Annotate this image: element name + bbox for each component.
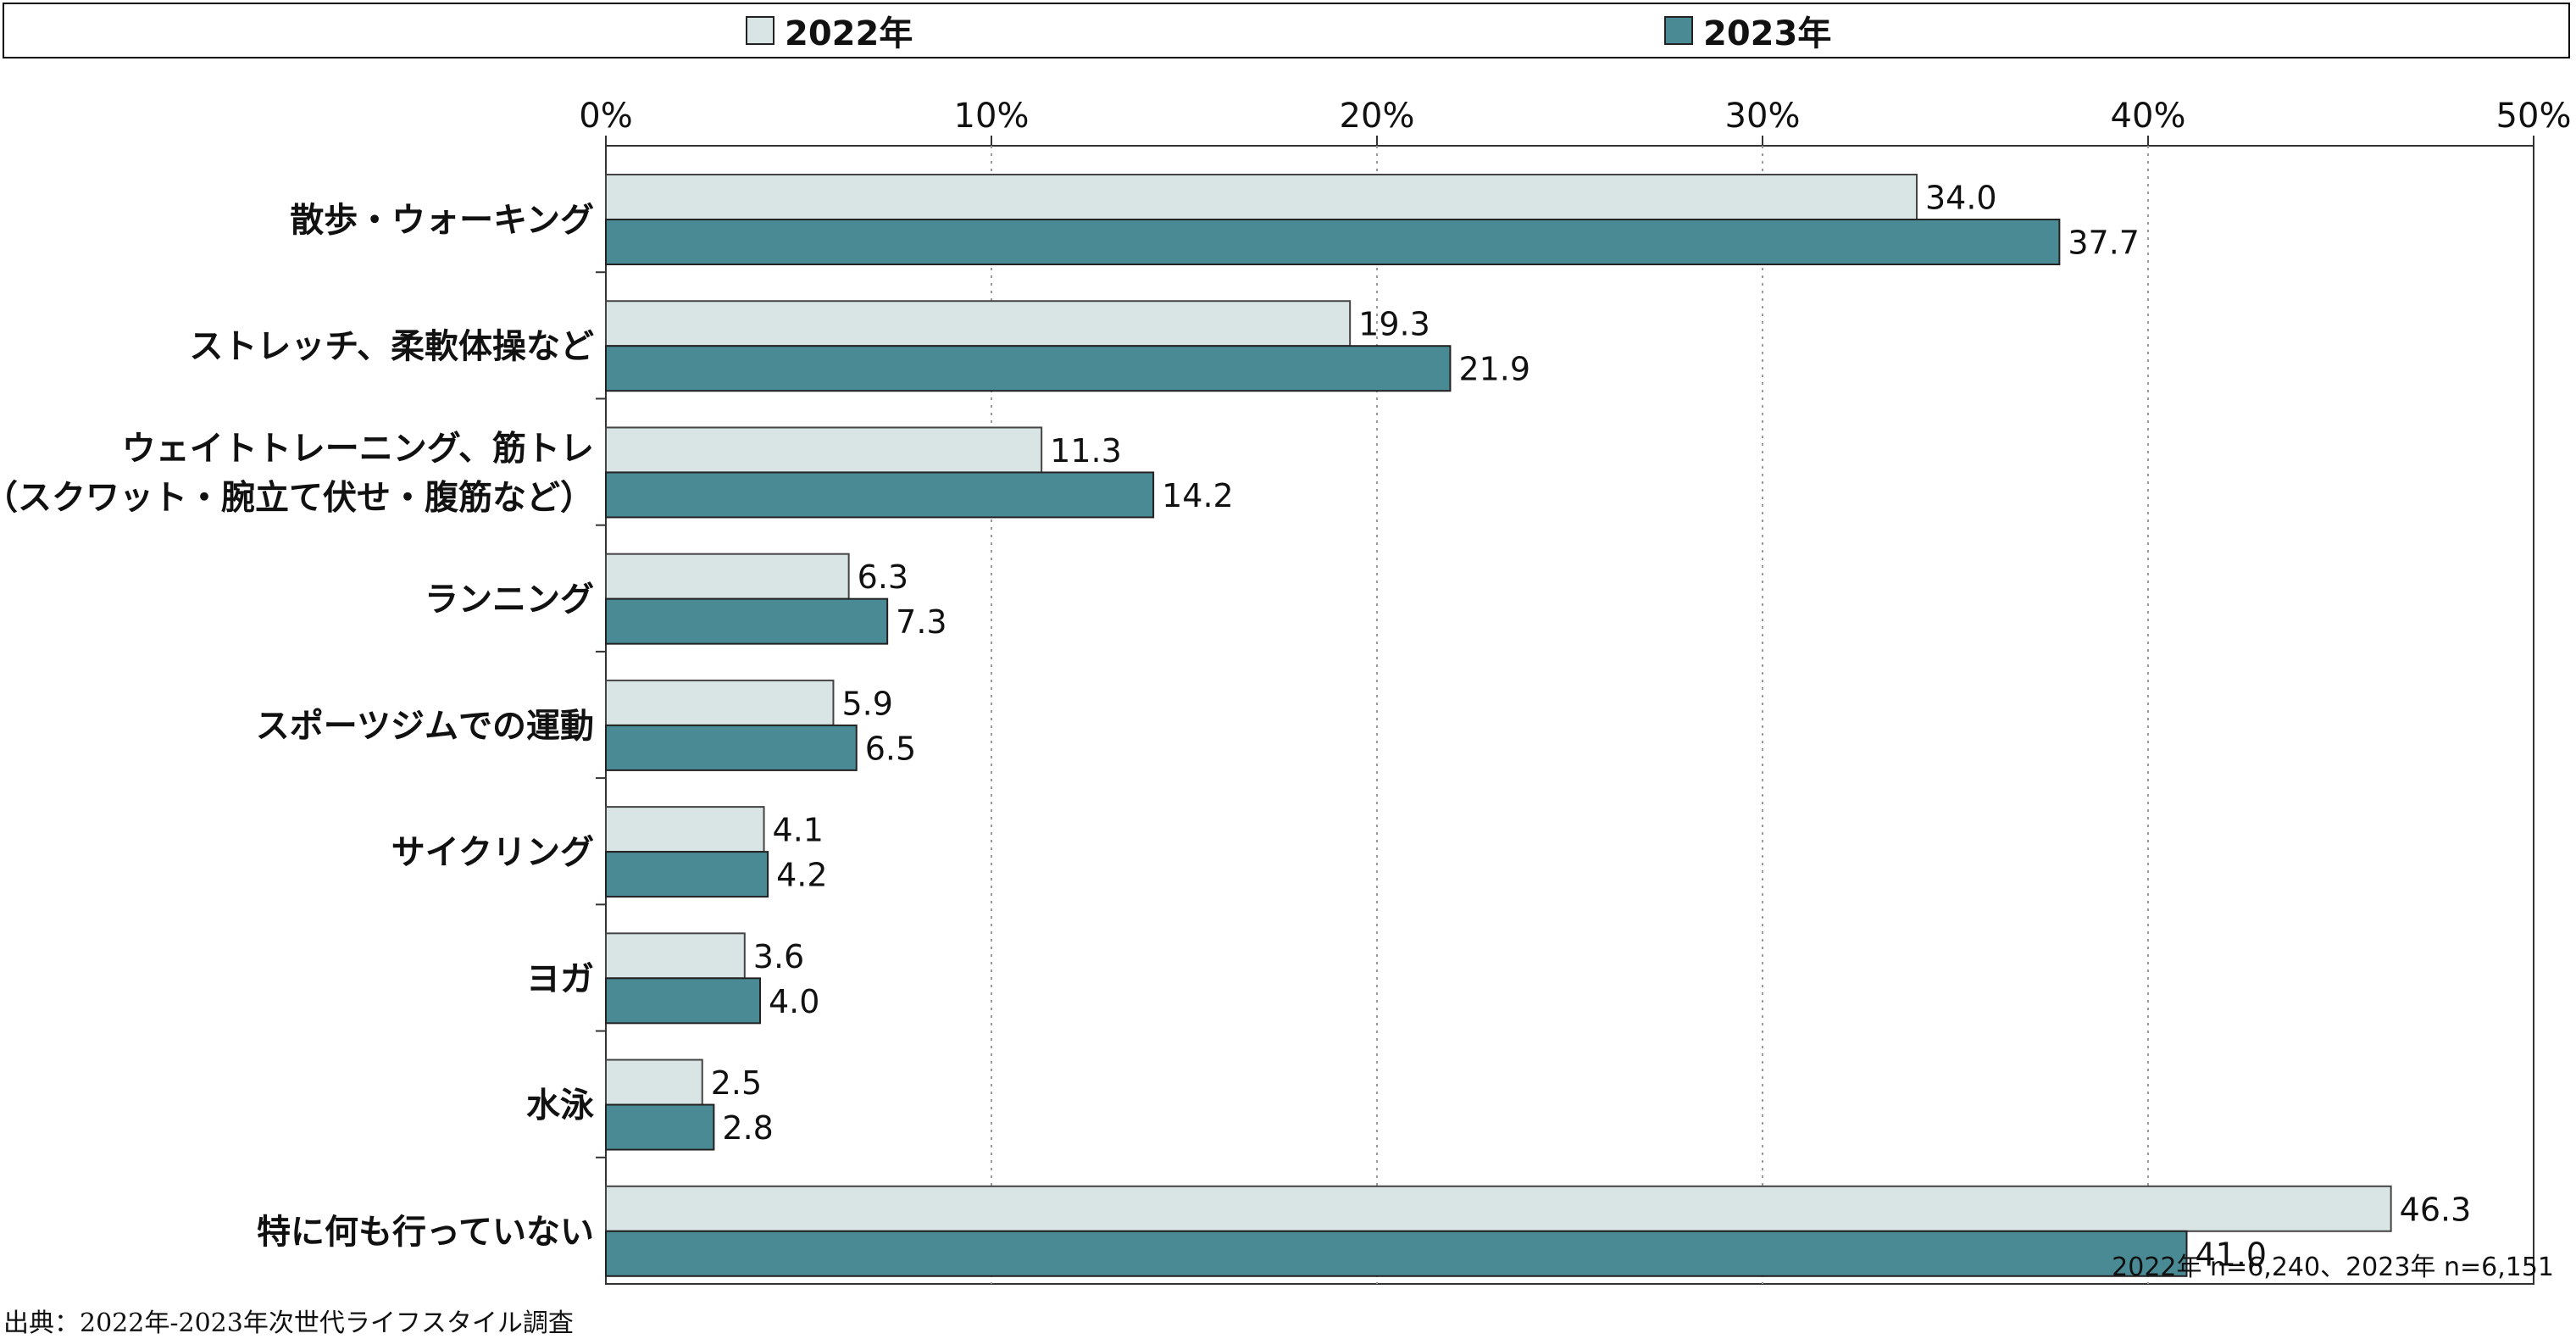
data-label: 41.0 — [2196, 1236, 2268, 1273]
category-label: ウェイトトレーニング、筋トレ — [122, 429, 594, 468]
legend-item-2022: 2022年 — [746, 11, 913, 53]
category-label: 散歩・ウォーキング — [290, 201, 594, 240]
data-label: 5.9 — [841, 685, 892, 722]
bar — [605, 1230, 2188, 1277]
data-label: 4.0 — [769, 983, 819, 1020]
data-label: 2.5 — [711, 1064, 762, 1102]
bar — [605, 300, 1352, 347]
category-label: ストレッチ、柔軟体操など — [189, 327, 594, 366]
legend: 2022年 2023年 — [3, 3, 2570, 58]
bar — [605, 219, 2061, 265]
data-label: 7.3 — [896, 603, 947, 641]
x-tick-label: 40% — [2111, 97, 2186, 136]
category-label: スポーツジムでの運動 — [256, 707, 594, 746]
data-label: 34.0 — [1925, 180, 1997, 217]
data-label: 4.2 — [776, 857, 827, 894]
category-label: ランニング — [425, 581, 594, 619]
x-tick-label: 30% — [1725, 97, 1801, 136]
x-tick-label: 0% — [579, 97, 632, 136]
bar — [605, 553, 850, 600]
category-label: 特に何も行っていない — [257, 1213, 594, 1252]
bar — [605, 679, 835, 726]
bar — [605, 345, 1452, 392]
sample-size-note: 2022年 n=6,240、2023年 n=6,151 — [2112, 1253, 2554, 1282]
data-label: 3.6 — [753, 938, 804, 975]
bar — [605, 851, 769, 898]
data-label: 4.1 — [773, 812, 824, 849]
data-label: 6.3 — [858, 558, 908, 596]
category-label: 水泳 — [526, 1086, 594, 1125]
data-label: 2.8 — [722, 1109, 773, 1147]
bar — [605, 1185, 2392, 1232]
data-label: 21.9 — [1458, 351, 1530, 388]
data-label: 37.7 — [2068, 225, 2140, 262]
legend-swatch-2022 — [746, 16, 774, 45]
bar — [605, 1058, 703, 1106]
x-tick-label: 50% — [2496, 97, 2572, 136]
bar — [605, 597, 889, 645]
category-label: （スクワット・腕立て伏せ・腹筋など） — [0, 478, 594, 517]
legend-label-2022: 2022年 — [785, 14, 913, 53]
x-tick-label: 20% — [1340, 97, 1415, 136]
data-label: 19.3 — [1358, 306, 1430, 343]
legend-swatch-2023 — [1664, 16, 1693, 45]
bar — [605, 724, 858, 771]
legend-item-2023: 2023年 — [1664, 11, 1831, 53]
bar — [605, 1103, 715, 1151]
bar — [605, 977, 761, 1025]
data-label: 14.2 — [1162, 477, 1234, 514]
data-label: 46.3 — [2400, 1191, 2472, 1228]
bar — [605, 806, 765, 853]
category-label: サイクリング — [391, 833, 594, 872]
bar — [605, 174, 1918, 220]
x-tick-label: 10% — [954, 97, 1030, 136]
legend-label-2023: 2023年 — [1703, 14, 1832, 53]
bar — [605, 426, 1043, 474]
data-label: 11.3 — [1050, 432, 1122, 469]
bar — [605, 471, 1155, 519]
bar — [605, 932, 746, 980]
source-citation: 出典：2022年-2023年次世代ライフスタイル調査 — [3, 1308, 574, 1338]
data-label: 6.5 — [865, 730, 916, 767]
category-label: ヨガ — [526, 959, 594, 998]
